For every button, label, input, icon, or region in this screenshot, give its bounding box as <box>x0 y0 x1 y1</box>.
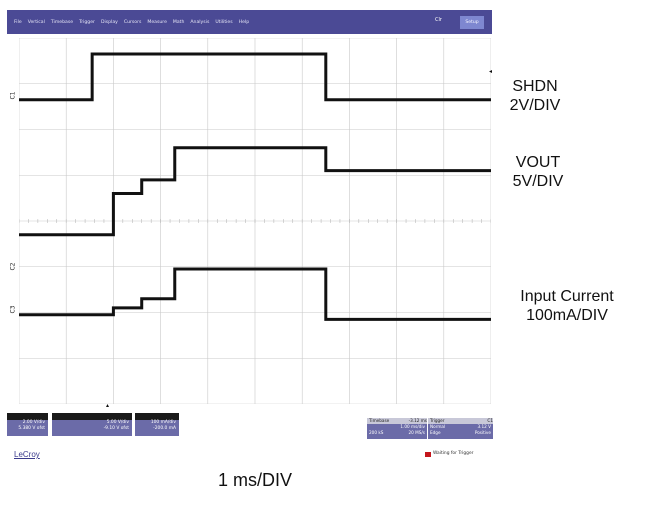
input-current-label-scale: 100mA/DIV <box>526 307 608 324</box>
status-indicator-icon <box>425 452 431 457</box>
timebase-delay: -3.12 ms <box>408 418 427 423</box>
trigger-level-icon: ◂ <box>489 69 493 75</box>
vout-label: VOUT 5V/DIV <box>505 153 571 191</box>
menu-cursors[interactable]: Cursors <box>123 19 142 25</box>
c2-scale: 5.00 V/div <box>106 420 129 425</box>
vout-trace <box>19 146 491 237</box>
menu-utilities[interactable]: Utilities <box>215 19 233 25</box>
oscilloscope-display: File Vertical Timebase Trigger Display C… <box>7 10 493 459</box>
c1-scale: 2.00 V/div <box>22 420 45 425</box>
trigger-info[interactable]: Trigger C1 Normal 3.12 V Edge Positive <box>428 418 493 439</box>
c1-marker: C1 <box>9 91 17 100</box>
menu-measure[interactable]: Measure <box>147 19 167 25</box>
channel2-info[interactable]: 5.00 V/div -9.10 V ofst <box>52 413 132 436</box>
waveform-grid <box>19 38 491 404</box>
menu-display[interactable]: Display <box>100 19 118 25</box>
trigger-position-icon: ▴ <box>106 403 110 409</box>
shdn-trace <box>19 52 491 102</box>
trigger-type: Edge <box>430 430 441 435</box>
timebase-header: Timebase <box>369 418 390 423</box>
menu-vertical[interactable]: Vertical <box>27 19 45 25</box>
trigger-source: C1 <box>487 418 493 423</box>
timebase-samples: 200 kS <box>369 430 384 435</box>
c2-marker: C2 <box>9 262 17 271</box>
channel1-info[interactable]: 2.00 V/div 5.380 V ofst <box>7 413 48 436</box>
input-current-label: Input Current 100mA/DIV <box>505 287 629 325</box>
c3-scale: 100 mA/div <box>150 420 176 425</box>
trigger-mode: Normal <box>430 424 446 429</box>
menu-trigger[interactable]: Trigger <box>79 19 95 25</box>
menu-help[interactable]: Help <box>238 19 250 25</box>
shdn-label: SHDN 2V/DIV <box>505 77 565 115</box>
menu-file[interactable]: File <box>14 19 22 25</box>
grid-lines <box>19 38 491 404</box>
clear-button[interactable]: Clr <box>435 17 442 23</box>
c3-offset: -200.0 mA <box>153 426 176 431</box>
input-current-trace <box>19 267 491 321</box>
menu-analysis[interactable]: Analysis <box>190 19 210 25</box>
vout-label-name: VOUT <box>515 154 561 171</box>
vout-label-scale: 5V/DIV <box>512 173 564 190</box>
menu-timebase[interactable]: Timebase <box>50 19 74 25</box>
timebase-scale: 1.00 ms/div <box>400 424 425 429</box>
trigger-header: Trigger <box>430 418 445 423</box>
lecroy-logo: LeCroy <box>14 450 40 459</box>
status-text: Waiting for Trigger <box>433 451 474 456</box>
trigger-slope: Positive <box>474 430 491 435</box>
channel3-info[interactable]: 100 mA/div -200.0 mA <box>135 413 179 436</box>
input-current-label-name: Input Current <box>520 288 614 305</box>
c1-offset: 5.380 V ofst <box>18 426 45 431</box>
timebase-rate: 20 MS/s <box>408 430 425 435</box>
menu-bar: File Vertical Timebase Trigger Display C… <box>7 10 492 34</box>
shdn-label-name: SHDN <box>512 78 558 95</box>
setup-button[interactable]: Setup <box>460 16 484 29</box>
shdn-label-scale: 2V/DIV <box>509 97 561 114</box>
c2-offset: -9.10 V ofst <box>103 426 129 431</box>
c3-marker: C3 <box>9 305 17 314</box>
time-division-label: 1 ms/DIV <box>217 470 292 490</box>
timebase-info[interactable]: Timebase -3.12 ms 1.00 ms/div 200 kS 20 MS… <box>367 418 427 439</box>
menu-math[interactable]: Math <box>172 19 185 25</box>
trigger-level: 3.12 V <box>477 424 491 429</box>
